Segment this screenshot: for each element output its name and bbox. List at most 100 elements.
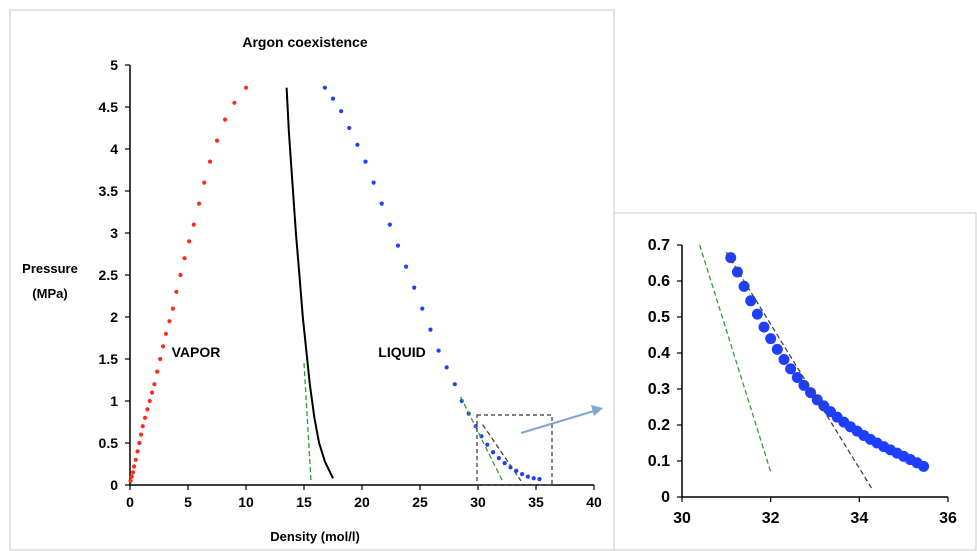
inset-plot-area <box>699 244 930 491</box>
main-series-2-point <box>355 142 360 147</box>
main-series-2-point <box>412 285 417 290</box>
main-series-0-point <box>131 464 137 469</box>
main-y-tick-label: 4.5 <box>99 99 119 115</box>
inset-series-0-point <box>758 321 770 333</box>
inset-series-0-point <box>765 333 777 345</box>
main-series-1-curve <box>285 87 334 479</box>
main-x-tick-label: 0 <box>126 494 134 510</box>
vapor-annotation: VAPOR <box>172 344 221 360</box>
inset-y-tick-label: 0.3 <box>648 381 670 398</box>
main-series-2-point <box>347 125 352 131</box>
main-series-0-point <box>163 331 169 336</box>
main-y-tick-label: 1 <box>110 393 118 409</box>
main-y-tick-label: 4 <box>110 141 118 157</box>
main-series-0-point <box>191 222 196 227</box>
inset-y-tick-label: 0.1 <box>648 453 670 470</box>
zoom-arrow-head <box>591 405 603 416</box>
main-plot-area <box>128 85 542 483</box>
inset-y-tick-label: 0.4 <box>648 345 670 362</box>
main-series-0-point <box>147 398 152 404</box>
inset-y-tick-label: 0.5 <box>648 309 670 326</box>
main-series-0-point <box>232 100 237 105</box>
inset-series-0-point <box>778 353 790 365</box>
main-y-axis-label-line1: Pressure <box>22 261 78 276</box>
inset-series-0-point <box>771 343 783 355</box>
main-x-axis-label: Density (mol/l) <box>270 529 360 544</box>
main-series-0-point <box>223 117 228 122</box>
main-y-tick-label: 5 <box>110 57 118 73</box>
main-series-0-point <box>196 201 202 206</box>
main-series-2-point <box>428 327 433 332</box>
main-y-tick-label: 2.5 <box>99 267 119 283</box>
main-series-0-point <box>145 407 150 412</box>
main-series-0-point <box>137 440 142 446</box>
main-x-tick-label: 20 <box>354 494 370 510</box>
inset-y-tick-label: 0.2 <box>648 417 670 434</box>
main-chart-frame <box>9 9 615 551</box>
main-series-2-point <box>444 365 449 370</box>
main-series-0-point <box>182 256 187 261</box>
main-series-0-point <box>187 239 192 244</box>
main-series-0-point <box>178 272 183 278</box>
inset-series-0-point <box>918 460 930 472</box>
inset-series-0-point <box>805 387 817 399</box>
main-series-2-point <box>420 306 425 311</box>
main-y-tick-label: 2 <box>110 309 118 325</box>
main-series-2-point <box>322 85 327 90</box>
main-series-0-point <box>155 369 160 374</box>
zoom-region-box <box>476 414 553 486</box>
main-series-0-point <box>160 344 166 349</box>
inset-x-tick-label: 32 <box>762 510 780 527</box>
main-series-0-point <box>207 159 213 164</box>
main-x-tick-label: 5 <box>184 494 192 510</box>
main-series-2-point <box>403 264 409 269</box>
inset-y-tick-label: 0.7 <box>648 237 670 254</box>
inset-x-tick-label: 30 <box>673 510 691 527</box>
main-series-0-point <box>170 306 176 311</box>
main-series-0-point <box>202 180 207 185</box>
main-series-0-point <box>174 289 179 294</box>
main-x-tick-label: 10 <box>238 494 254 510</box>
main-series-2-point <box>387 222 392 227</box>
main-series-2-point <box>452 382 457 387</box>
main-series-2-point <box>395 243 401 248</box>
main-y-axis-label-line2: (MPa) <box>32 286 67 301</box>
main-x-tick-label: 35 <box>528 494 544 510</box>
inset-y-tick-label: 0.6 <box>648 273 670 290</box>
main-series-0-point <box>130 470 135 475</box>
main-series-0-point <box>214 138 220 143</box>
main-series-0-point <box>167 319 172 324</box>
main-series-2-point <box>502 461 507 466</box>
main-series-2-point <box>436 348 441 353</box>
main-series-0-point <box>142 415 148 420</box>
main-y-tick-label: 1.5 <box>99 351 119 367</box>
main-series-2-point <box>485 442 490 447</box>
inset-y-tick-label: 0 <box>661 489 670 506</box>
inset-series-0-point <box>745 295 757 307</box>
main-y-tick-label: 3.5 <box>99 183 119 199</box>
main-series-2-point <box>537 477 542 482</box>
main-series-0-point <box>128 478 133 483</box>
inset-series-0-point <box>751 308 763 320</box>
zoom-arrow <box>520 410 595 434</box>
liquid-annotation: LIQUID <box>378 344 425 360</box>
main-series-0-point <box>158 356 163 362</box>
main-y-tick-label: 0.5 <box>99 435 119 451</box>
inset-series-2-dashed-tangent <box>725 251 874 491</box>
inset-x-tick-label: 34 <box>850 510 868 527</box>
inset-x-tick-label: 36 <box>939 510 957 527</box>
main-series-0-point <box>133 457 138 462</box>
main-series-5-dashed-tangent <box>482 424 522 482</box>
main-series-2-point <box>525 474 530 479</box>
main-series-2-point <box>363 159 368 164</box>
main-x-tick-label: 25 <box>412 494 428 510</box>
main-axes: 0 5 10 15 20 25 30 35 40 0 0.5 1 1.5 2 2.5 3 3.5 4 4.5 5 <box>99 57 602 510</box>
main-series-0-point <box>140 424 145 429</box>
main-x-tick-label: 15 <box>296 494 312 510</box>
main-series-2-point <box>371 180 376 185</box>
main-series-0-point <box>152 382 157 387</box>
main-series-2-point <box>379 201 384 206</box>
main-series-0-point <box>243 85 249 90</box>
main-series-0-point <box>135 449 140 454</box>
